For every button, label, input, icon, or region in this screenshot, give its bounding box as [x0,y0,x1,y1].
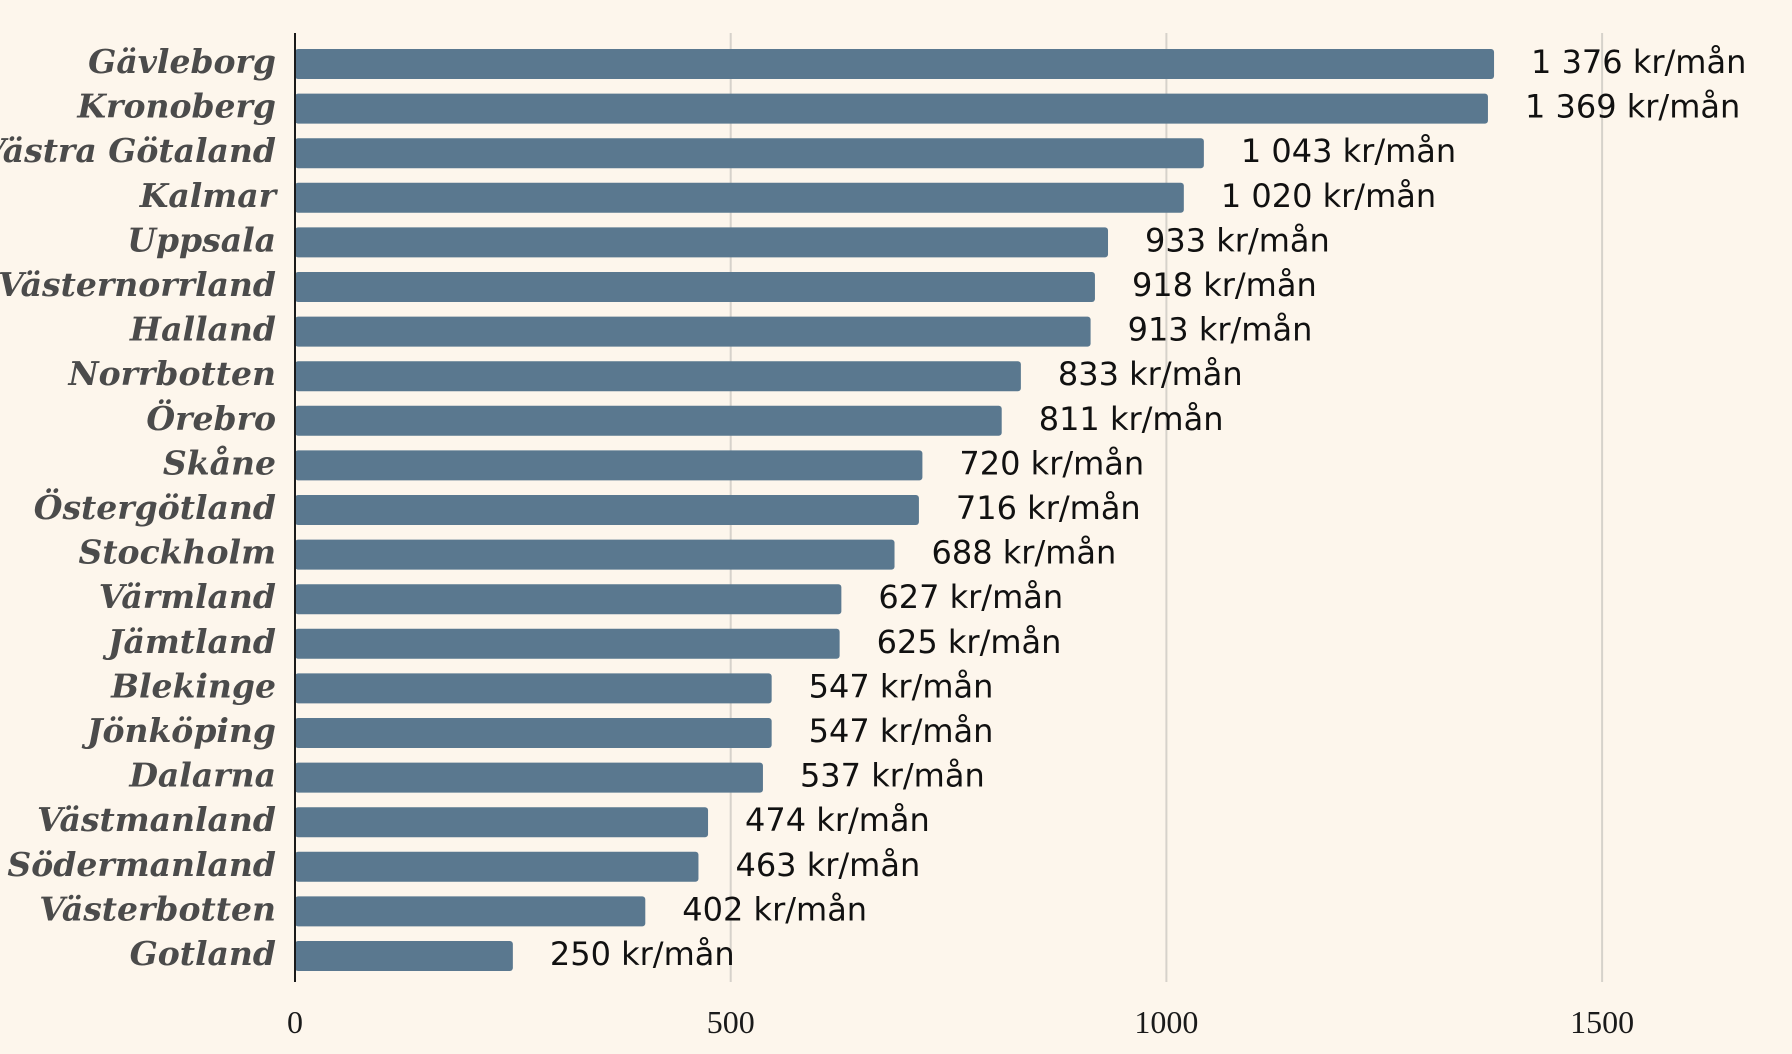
category-label: Jönköping [81,711,276,750]
value-label: 716 kr/mån [956,489,1141,527]
bar-12 [295,539,895,570]
value-label: 547 kr/mån [809,667,994,705]
bar-17 [295,762,763,793]
value-label: 1 020 kr/mån [1221,177,1436,215]
bar-9 [295,405,1002,436]
bar-5 [295,227,1109,258]
bar-19 [295,851,699,882]
category-label: Västerbotten [39,889,276,928]
bar-2 [295,93,1488,124]
value-labels: 1 376 kr/mån 1 369 kr/mån 1 043 kr/mån 1 02… [550,43,1747,973]
category-label: Västernorrland [0,265,276,304]
bar-20 [295,896,646,927]
value-label: 547 kr/mån [809,712,994,750]
bar-1 [295,49,1495,79]
category-label: Västra Götaland [0,131,276,170]
axes: 0 500 1000 1500 [287,33,1634,1040]
value-label: 625 kr/mån [877,623,1062,661]
x-tick-label: 1000 [1134,1004,1198,1040]
category-labels: Gävleborg Kronoberg Västra Götaland Kalmar U… [0,42,279,973]
bar-16 [295,718,772,748]
category-label: Västmanland [37,800,276,839]
category-label: Norrbotten [67,354,276,393]
category-label: Skåne [163,443,276,482]
value-label: 537 kr/mån [800,757,985,795]
category-label: Kronoberg [76,87,276,126]
value-label: 918 kr/mån [1132,266,1317,304]
value-label: 1 369 kr/mån [1525,88,1740,126]
category-label: Södermanland [7,845,276,884]
bars [295,49,1495,971]
value-label: 1 376 kr/mån [1531,43,1746,81]
category-label: Stockholm [78,533,276,572]
x-tick-label: 0 [287,1004,303,1040]
value-label: 250 kr/mån [550,935,735,973]
bar-11 [295,495,919,525]
bar-3 [295,138,1204,169]
bar-18 [295,807,709,838]
category-label: Uppsala [127,220,276,259]
category-label: Östergötland [34,487,276,527]
x-tick-label: 500 [707,1004,755,1040]
value-label: 811 kr/mån [1039,400,1224,438]
value-label: 833 kr/mån [1058,355,1243,393]
bar-4 [295,182,1184,213]
value-label: 720 kr/mån [959,444,1144,482]
value-label: 913 kr/mån [1128,311,1313,349]
bar-10 [295,450,923,481]
x-tick-label: 1500 [1570,1004,1634,1040]
category-label: Dalarna [128,756,276,795]
category-label: Gävleborg [88,42,276,81]
category-label: Gotland [130,934,276,973]
category-label: Kalmar [139,176,279,215]
value-label: 933 kr/mån [1145,221,1330,259]
bar-6 [295,272,1095,302]
value-label: 627 kr/mån [878,578,1063,616]
bar-14 [295,628,840,659]
bar-7 [295,316,1091,347]
value-label: 1 043 kr/mån [1241,132,1456,170]
value-label: 688 kr/mån [932,534,1117,572]
category-label: Värmland [99,577,276,616]
category-label: Jämtland [102,622,276,661]
bar-15 [295,673,772,704]
category-label: Örebro [146,398,276,438]
bar-13 [295,584,842,615]
bar-8 [295,361,1021,392]
value-label: 474 kr/mån [745,801,930,839]
bar-21 [295,941,513,971]
value-label: 402 kr/mån [682,890,867,928]
value-label: 463 kr/mån [735,846,920,884]
category-label: Halland [129,310,276,349]
category-label: Blekinge [110,666,276,705]
